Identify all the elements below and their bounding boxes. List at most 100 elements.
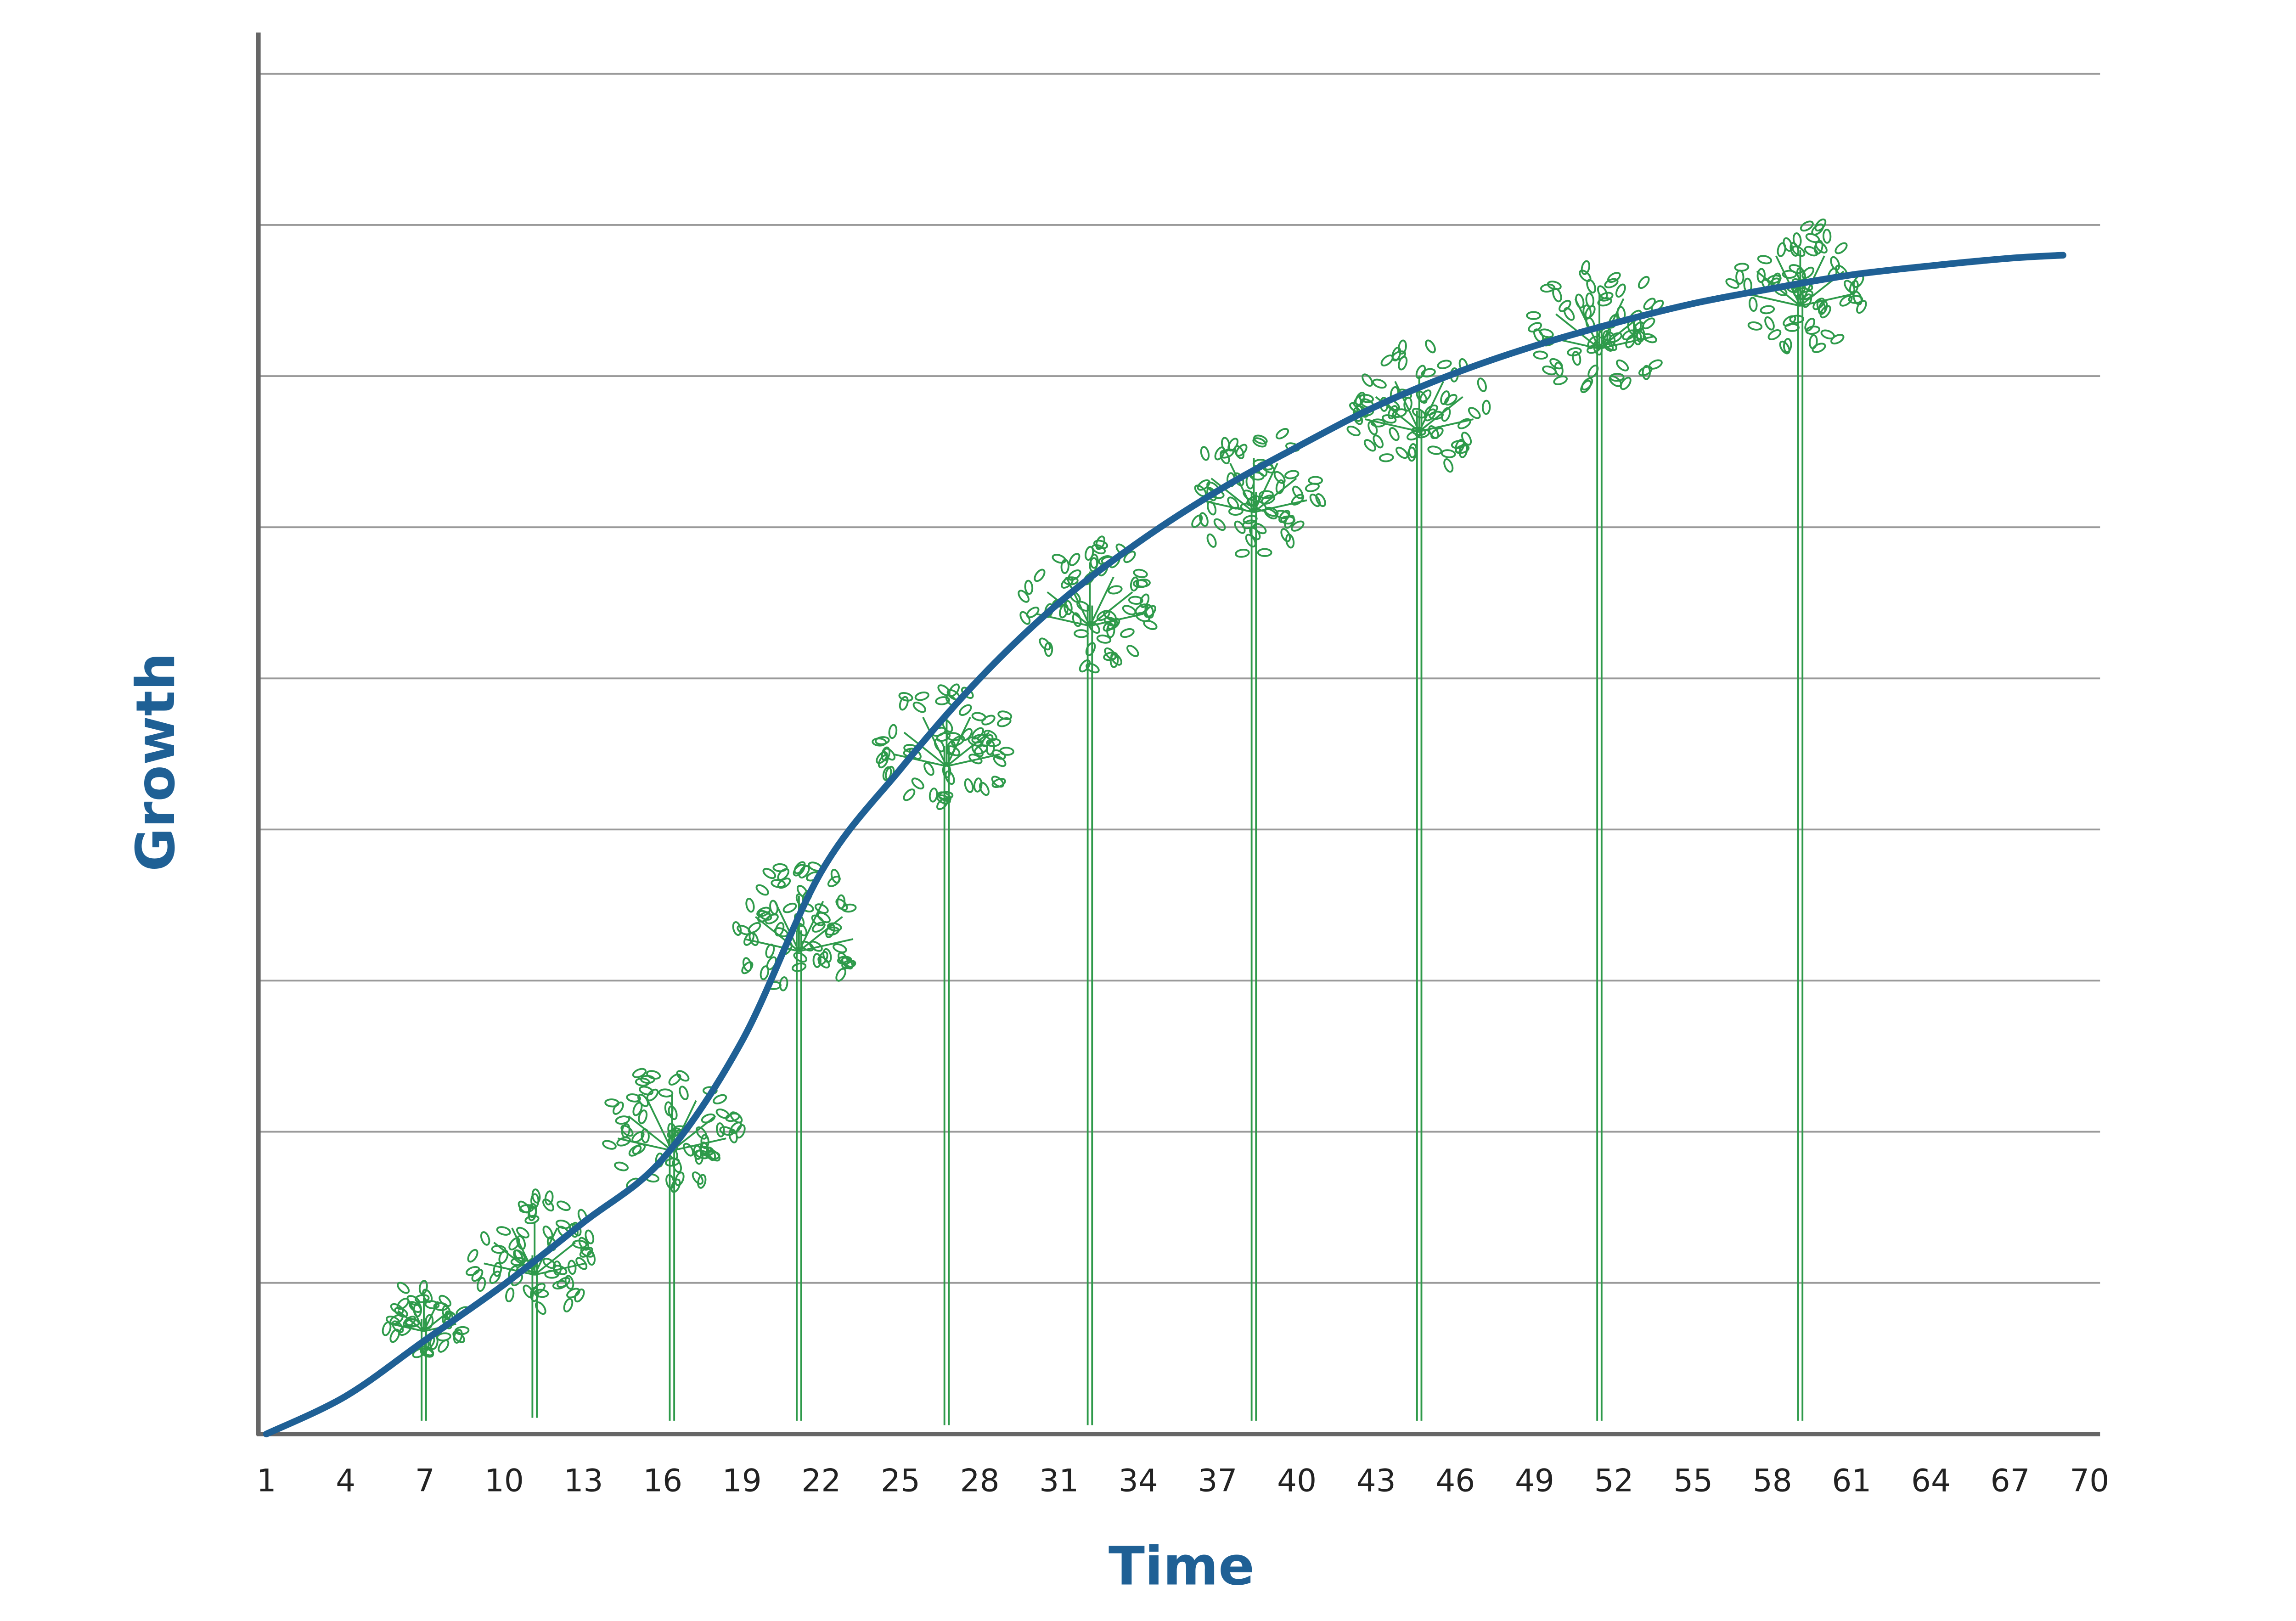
tree-leaf xyxy=(1792,287,1804,300)
tree-leaf xyxy=(713,1094,727,1104)
tree-leaf xyxy=(694,1149,703,1165)
tree-leaf xyxy=(841,903,857,913)
tree xyxy=(1725,218,1867,1421)
tree-leaf xyxy=(993,755,1007,767)
tree-leaf xyxy=(945,770,955,785)
tree-leaf xyxy=(817,912,831,923)
tree-leaf xyxy=(1242,519,1257,529)
tree-leaf xyxy=(1441,449,1456,458)
tree-branch xyxy=(798,901,824,952)
tree-leaf xyxy=(1264,507,1279,517)
tree-leaf xyxy=(1643,333,1657,343)
tree-leaf xyxy=(1243,490,1256,501)
tree-leaf xyxy=(496,1226,511,1236)
x-tick-label: 67 xyxy=(1991,1463,2030,1499)
tree-leaf xyxy=(755,884,769,896)
tree-leaf xyxy=(1407,446,1417,462)
tree-leaf xyxy=(1197,479,1210,491)
tree-leaf xyxy=(1804,246,1818,257)
tree-leaf xyxy=(1800,220,1814,232)
tree-leaf xyxy=(782,902,797,913)
x-tick-label: 25 xyxy=(881,1463,920,1499)
tree-leaf xyxy=(1790,242,1799,257)
trees xyxy=(382,218,1867,1425)
tree-leaf xyxy=(498,1250,509,1264)
tree-leaf xyxy=(646,1070,661,1080)
tree-leaf xyxy=(1457,418,1471,429)
tree-leaf xyxy=(424,1314,434,1329)
tree-leaf xyxy=(412,1348,427,1358)
tree-leaf xyxy=(1835,242,1848,254)
tree-leaf xyxy=(833,943,847,953)
tree-leaf xyxy=(1819,305,1831,319)
tree-leaf xyxy=(692,1171,703,1185)
grid xyxy=(258,73,2100,1284)
tree-leaf xyxy=(1805,233,1820,243)
tree-leaf xyxy=(936,732,951,742)
tree-leaf xyxy=(1792,245,1806,257)
tree-leaf xyxy=(1767,275,1782,284)
tree-leaf xyxy=(1816,299,1826,314)
tree-leaf xyxy=(405,1318,420,1328)
x-tick-label: 46 xyxy=(1435,1463,1475,1499)
tree-leaf xyxy=(777,868,790,881)
tree-leaf xyxy=(1430,427,1444,439)
tree-leaf xyxy=(519,1204,534,1213)
tree-leaf xyxy=(1135,612,1150,622)
tree-leaf xyxy=(1128,596,1143,605)
tree-leaf xyxy=(414,1294,430,1303)
tree-leaf xyxy=(793,861,806,874)
tree-leaf xyxy=(716,1122,725,1137)
x-tick-label: 16 xyxy=(643,1463,682,1499)
tree-leaf xyxy=(1104,647,1116,660)
tree-leaf xyxy=(923,762,934,776)
tree-leaf xyxy=(1291,520,1305,532)
tree-leaf xyxy=(936,797,949,810)
tree-leaf xyxy=(1362,373,1373,387)
tree-leaf xyxy=(1735,270,1745,285)
tree-leaf xyxy=(1749,297,1758,312)
tree-leaf xyxy=(1060,559,1069,574)
tree-leaf xyxy=(452,1331,465,1343)
x-tick-label: 31 xyxy=(1039,1463,1079,1499)
tree-leaf xyxy=(1539,328,1554,338)
tree-leaf xyxy=(1801,266,1814,279)
tree-leaf xyxy=(1764,316,1775,331)
tree-leaf xyxy=(575,1257,588,1270)
tree-leaf xyxy=(1604,339,1617,351)
tree-leaf xyxy=(1227,496,1239,510)
tree-leaf xyxy=(1136,579,1151,588)
x-tick-label: 1 xyxy=(257,1463,276,1499)
tree-leaf xyxy=(971,727,984,740)
tree-leaf xyxy=(1122,605,1137,615)
tree-leaf xyxy=(1273,471,1286,484)
tree-leaf xyxy=(1586,279,1596,294)
tree-leaf xyxy=(1257,548,1272,557)
tree-leaf xyxy=(1064,600,1073,615)
tree-leaf xyxy=(1643,298,1656,310)
tree-leaf xyxy=(641,1128,650,1143)
tree-leaf xyxy=(1777,242,1786,257)
tree-leaf xyxy=(817,951,828,965)
x-tick-label: 7 xyxy=(415,1463,435,1499)
tree-leaf xyxy=(532,1283,546,1295)
tree-leaf xyxy=(1443,458,1454,473)
tree-leaf xyxy=(1783,338,1792,353)
tree-leaf xyxy=(798,865,810,879)
tree-leaf xyxy=(1259,490,1274,499)
tree-branch xyxy=(1418,396,1463,432)
tree-leaf xyxy=(1079,659,1091,673)
tree-leaf xyxy=(946,745,961,756)
tree-leaf xyxy=(1844,280,1856,293)
tree-leaf xyxy=(553,1265,568,1275)
tree-branch xyxy=(946,732,990,767)
tree-leaf xyxy=(1235,548,1250,558)
tree-leaf xyxy=(1103,620,1116,632)
x-tick-label: 58 xyxy=(1753,1463,1792,1499)
tree xyxy=(1191,428,1326,1421)
tree-leaf xyxy=(1415,365,1426,379)
tree-leaf xyxy=(480,1231,490,1246)
tree-leaf xyxy=(530,1287,539,1302)
tree-leaf xyxy=(1044,642,1053,657)
tree-leaf xyxy=(912,701,926,713)
